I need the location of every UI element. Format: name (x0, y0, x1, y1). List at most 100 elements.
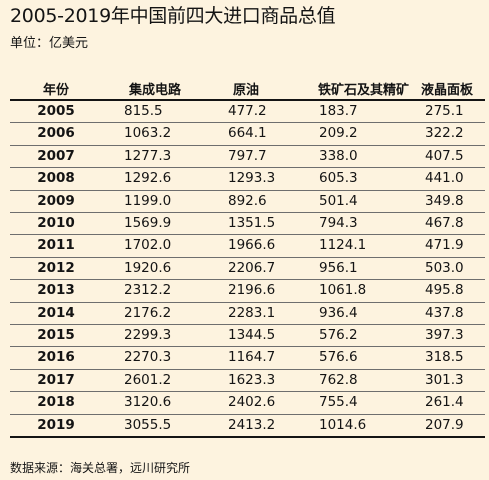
value-cell: 209.2 (284, 122, 409, 146)
value-cell: 1063.2 (102, 122, 208, 146)
value-cell: 664.1 (208, 122, 284, 146)
table-body: 2005 815.5 477.2 183.7 275.1 2006 1063.2 664.1 2… (10, 100, 485, 439)
year-cell: 2014 (10, 302, 102, 326)
value-cell: 183.7 (284, 100, 409, 124)
table-row: 2017 2601.2 1623.3 762.8 301.3 (10, 369, 485, 393)
year-cell: 2006 (10, 122, 102, 146)
column-header: 集成电路 (102, 78, 208, 101)
value-cell: 437.8 (409, 302, 485, 326)
year-cell: 2011 (10, 234, 102, 258)
value-cell: 318.5 (409, 346, 485, 370)
value-cell: 495.8 (409, 279, 485, 303)
value-cell: 1569.9 (102, 212, 208, 236)
value-cell: 2176.2 (102, 302, 208, 326)
value-cell: 755.4 (284, 391, 409, 415)
year-cell: 2015 (10, 324, 102, 348)
value-cell: 275.1 (409, 100, 485, 124)
column-header: 铁矿石及其精矿 (284, 78, 409, 101)
value-cell: 501.4 (284, 190, 409, 214)
year-cell: 2007 (10, 145, 102, 169)
value-cell: 2206.7 (208, 257, 284, 281)
value-cell: 1344.5 (208, 324, 284, 348)
value-cell: 956.1 (284, 257, 409, 281)
value-cell: 1351.5 (208, 212, 284, 236)
value-cell: 2413.2 (208, 414, 284, 439)
value-cell: 1014.6 (284, 414, 409, 439)
unit-label: 单位：亿美元 (10, 36, 89, 51)
value-cell: 471.9 (409, 234, 485, 258)
value-cell: 503.0 (409, 257, 485, 281)
table-header-row: 年份 集成电路 原油 铁矿石及其精矿 液晶面板 (10, 78, 485, 101)
year-cell: 2012 (10, 257, 102, 281)
value-cell: 1920.6 (102, 257, 208, 281)
table-row: 2005 815.5 477.2 183.7 275.1 (10, 100, 485, 124)
table-row: 2011 1702.0 1966.6 1124.1 471.9 (10, 234, 485, 258)
column-header: 年份 (10, 78, 102, 101)
value-cell: 2312.2 (102, 279, 208, 303)
value-cell: 2601.2 (102, 369, 208, 393)
value-cell: 1292.6 (102, 167, 208, 191)
year-cell: 2017 (10, 369, 102, 393)
value-cell: 261.4 (409, 391, 485, 415)
data-table-container: 年份 集成电路 原油 铁矿石及其精矿 液晶面板 2005 815.5 477.2 18… (10, 78, 485, 439)
table-row: 2008 1292.6 1293.3 605.3 441.0 (10, 167, 485, 191)
value-cell: 936.4 (284, 302, 409, 326)
table-row: 2007 1277.3 797.7 338.0 407.5 (10, 145, 485, 169)
table-row: 2006 1063.2 664.1 209.2 322.2 (10, 122, 485, 146)
year-cell: 2013 (10, 279, 102, 303)
value-cell: 338.0 (284, 145, 409, 169)
source-note: 数据来源：海关总署，远川研究所 (10, 461, 191, 475)
year-cell: 2018 (10, 391, 102, 415)
table-row: 2014 2176.2 2283.1 936.4 437.8 (10, 302, 485, 326)
value-cell: 322.2 (409, 122, 485, 146)
year-cell: 2009 (10, 190, 102, 214)
value-cell: 762.8 (284, 369, 409, 393)
value-cell: 1277.3 (102, 145, 208, 169)
table-row: 2018 3120.6 2402.6 755.4 261.4 (10, 391, 485, 415)
value-cell: 797.7 (208, 145, 284, 169)
value-cell: 407.5 (409, 145, 485, 169)
value-cell: 1124.1 (284, 234, 409, 258)
value-cell: 3120.6 (102, 391, 208, 415)
value-cell: 2402.6 (208, 391, 284, 415)
value-cell: 815.5 (102, 100, 208, 124)
value-cell: 207.9 (409, 414, 485, 439)
table-row: 2016 2270.3 1164.7 576.6 318.5 (10, 346, 485, 370)
value-cell: 1966.6 (208, 234, 284, 258)
table-row: 2009 1199.0 892.6 501.4 349.8 (10, 190, 485, 214)
value-cell: 349.8 (409, 190, 485, 214)
table-row: 2013 2312.2 2196.6 1061.8 495.8 (10, 279, 485, 303)
value-cell: 576.2 (284, 324, 409, 348)
data-table: 年份 集成电路 原油 铁矿石及其精矿 液晶面板 2005 815.5 477.2 18… (10, 78, 485, 439)
column-header: 液晶面板 (409, 78, 485, 101)
value-cell: 1702.0 (102, 234, 208, 258)
value-cell: 605.3 (284, 167, 409, 191)
year-cell: 2019 (10, 414, 102, 439)
value-cell: 1061.8 (284, 279, 409, 303)
value-cell: 1199.0 (102, 190, 208, 214)
year-cell: 2010 (10, 212, 102, 236)
value-cell: 576.6 (284, 346, 409, 370)
value-cell: 477.2 (208, 100, 284, 124)
value-cell: 892.6 (208, 190, 284, 214)
year-cell: 2005 (10, 100, 102, 124)
value-cell: 794.3 (284, 212, 409, 236)
value-cell: 1164.7 (208, 346, 284, 370)
table-row: 2019 3055.5 2413.2 1014.6 207.9 (10, 414, 485, 439)
table-row: 2010 1569.9 1351.5 794.3 467.8 (10, 212, 485, 236)
value-cell: 467.8 (409, 212, 485, 236)
value-cell: 2283.1 (208, 302, 284, 326)
year-cell: 2016 (10, 346, 102, 370)
value-cell: 1293.3 (208, 167, 284, 191)
table-row: 2012 1920.6 2206.7 956.1 503.0 (10, 257, 485, 281)
value-cell: 397.3 (409, 324, 485, 348)
value-cell: 2196.6 (208, 279, 284, 303)
value-cell: 3055.5 (102, 414, 208, 439)
value-cell: 301.3 (409, 369, 485, 393)
value-cell: 1623.3 (208, 369, 284, 393)
column-header: 原油 (208, 78, 284, 101)
page-title: 2005-2019年中国前四大进口商品总值 (10, 5, 336, 27)
value-cell: 2270.3 (102, 346, 208, 370)
year-cell: 2008 (10, 167, 102, 191)
table-row: 2015 2299.3 1344.5 576.2 397.3 (10, 324, 485, 348)
